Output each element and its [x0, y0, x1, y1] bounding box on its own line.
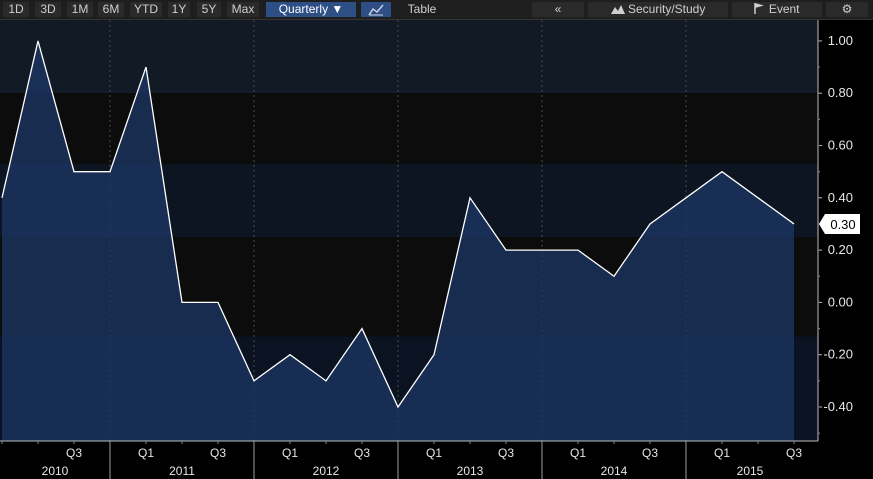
- x-quarter-label: Q1: [138, 446, 154, 460]
- x-quarter-label: Q3: [210, 446, 226, 460]
- event-button[interactable]: Event: [732, 2, 822, 17]
- x-quarter-label: Q3: [786, 446, 802, 460]
- y-tick-label: -0.40: [823, 399, 853, 414]
- flag-icon: [754, 2, 765, 16]
- x-year-label: 2015: [737, 464, 764, 478]
- x-year-label: 2014: [601, 464, 628, 478]
- gear-icon[interactable]: ⚙: [826, 2, 868, 17]
- series-area: [2, 40, 794, 442]
- x-quarter-label: Q3: [642, 446, 658, 460]
- table-button[interactable]: Table: [407, 2, 437, 16]
- x-quarter-label: Q3: [498, 446, 514, 460]
- y-tick-label: 0.80: [828, 85, 853, 100]
- y-tick-label: 0.40: [828, 190, 853, 205]
- security-study-label: Security/Study: [627, 2, 706, 16]
- range-button-6m[interactable]: 6M: [98, 2, 124, 17]
- range-button-1d[interactable]: 1D: [3, 2, 29, 17]
- chart-toolbar: 1D 3D 1M 6M YTD 1Y 5Y Max Quarterly ▼ Table « Secu…: [0, 0, 873, 20]
- x-quarter-label: Q1: [426, 446, 442, 460]
- y-tick-label: 0.60: [828, 138, 853, 153]
- x-quarter-label: Q3: [354, 446, 370, 460]
- collapse-button[interactable]: «: [532, 2, 584, 17]
- range-button-5y[interactable]: 5Y: [197, 2, 221, 17]
- event-label: Event: [768, 2, 800, 16]
- x-quarter-label: Q1: [570, 446, 586, 460]
- period-dropdown[interactable]: Quarterly ▼: [266, 2, 356, 17]
- line-chart-icon[interactable]: [361, 2, 391, 17]
- x-year-label: 2012: [313, 464, 340, 478]
- y-tick-label: 1.00: [828, 33, 853, 48]
- security-study-button[interactable]: Security/Study: [588, 2, 728, 17]
- x-year-label: 2011: [169, 464, 195, 478]
- range-button-max[interactable]: Max: [227, 2, 259, 17]
- last-value-label: 0.30: [830, 217, 855, 232]
- x-quarter-label: Q1: [282, 446, 298, 460]
- line-chart: 1.00 0.80 0.60 0.40 0.20 0.00 -0.20 -0.40 0.30 Q3…: [0, 20, 860, 479]
- range-button-3d[interactable]: 3D: [35, 2, 61, 17]
- x-year-label: 2010: [42, 464, 69, 478]
- plot-band: [0, 20, 818, 94]
- y-tick-label: -0.20: [823, 347, 853, 362]
- x-quarter-label: Q3: [66, 446, 82, 460]
- range-button-ytd[interactable]: YTD: [130, 2, 162, 17]
- last-value-badge: [819, 213, 860, 234]
- mountain-chart-icon: [610, 2, 625, 16]
- y-tick-label: 0.00: [828, 294, 853, 309]
- y-tick-label: 0.20: [828, 242, 853, 257]
- range-button-1y[interactable]: 1Y: [168, 2, 190, 17]
- x-year-label: 2013: [457, 464, 484, 478]
- range-button-1m[interactable]: 1M: [67, 2, 93, 17]
- x-quarter-label: Q1: [714, 446, 730, 460]
